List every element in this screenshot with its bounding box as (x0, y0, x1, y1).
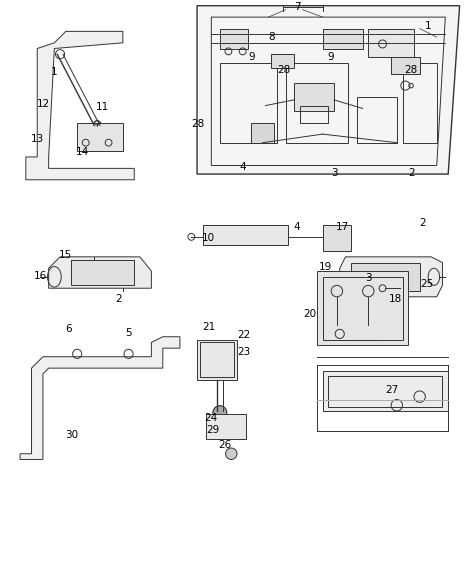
Text: 16: 16 (34, 271, 47, 281)
Text: 8: 8 (268, 32, 274, 42)
Bar (368, 29, 414, 57)
Bar (197, 340, 237, 380)
Text: 28: 28 (277, 65, 291, 75)
Text: 10: 10 (202, 233, 215, 243)
Bar (323, 29, 363, 48)
Polygon shape (340, 257, 442, 297)
Bar (72, 260, 134, 285)
Bar (203, 225, 288, 246)
Text: 12: 12 (36, 99, 50, 109)
Text: 30: 30 (65, 431, 78, 440)
Bar (77, 122, 123, 151)
Polygon shape (20, 337, 180, 459)
Text: 3: 3 (331, 168, 337, 178)
Text: 6: 6 (65, 324, 72, 334)
Circle shape (213, 406, 227, 420)
Text: 1: 1 (51, 67, 58, 78)
Text: 11: 11 (96, 102, 109, 112)
Bar (285, 63, 348, 143)
Bar (351, 263, 419, 291)
Bar (357, 97, 397, 143)
Text: 23: 23 (237, 347, 250, 357)
Text: 2: 2 (115, 293, 122, 304)
Text: 9: 9 (328, 52, 335, 62)
Text: 18: 18 (389, 293, 402, 304)
Text: 26: 26 (218, 440, 231, 450)
Text: 28: 28 (191, 119, 205, 129)
Text: 15: 15 (59, 250, 73, 260)
Bar (323, 277, 402, 340)
Bar (391, 57, 419, 74)
Text: 1: 1 (425, 21, 431, 30)
Bar (206, 414, 246, 439)
Text: 4: 4 (239, 162, 246, 172)
Text: 7: 7 (293, 2, 300, 13)
Text: 4: 4 (293, 221, 300, 232)
Polygon shape (26, 32, 134, 180)
Text: 29: 29 (206, 425, 219, 435)
Text: 2: 2 (419, 217, 426, 228)
Bar (294, 83, 334, 112)
Text: 14: 14 (76, 147, 90, 158)
Text: 25: 25 (420, 279, 433, 289)
Bar (323, 225, 351, 251)
Text: 5: 5 (125, 328, 132, 338)
Bar (220, 63, 277, 143)
Bar (317, 271, 408, 346)
Polygon shape (49, 257, 151, 288)
Text: 27: 27 (386, 385, 399, 395)
Bar (200, 343, 234, 377)
Text: 17: 17 (336, 221, 349, 232)
Bar (251, 122, 274, 143)
Bar (271, 54, 294, 68)
Text: 24: 24 (205, 413, 218, 423)
Circle shape (226, 448, 237, 459)
Bar (328, 375, 442, 407)
Text: 20: 20 (303, 309, 317, 319)
Text: 22: 22 (237, 330, 250, 340)
Bar (300, 106, 328, 122)
Text: 13: 13 (31, 134, 44, 144)
Text: 21: 21 (202, 322, 215, 332)
Text: 9: 9 (248, 52, 255, 62)
Text: 3: 3 (365, 273, 372, 283)
Polygon shape (197, 6, 460, 174)
Bar (323, 371, 448, 411)
Text: 28: 28 (404, 65, 418, 75)
Text: 19: 19 (319, 262, 332, 271)
Bar (402, 63, 437, 143)
Bar (220, 29, 248, 48)
Ellipse shape (213, 406, 227, 420)
Text: 2: 2 (408, 168, 414, 178)
